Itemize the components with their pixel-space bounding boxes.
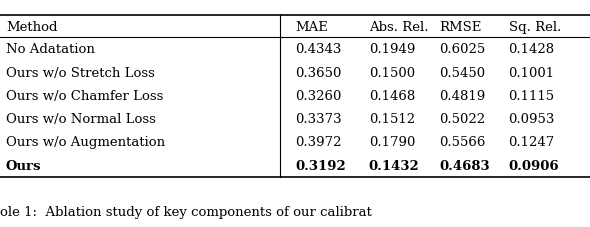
Text: ole 1:  Ablation study of key components of our calibrat: ole 1: Ablation study of key components … [0,205,372,218]
Text: 0.1468: 0.1468 [369,89,415,102]
Text: No Adatation: No Adatation [6,43,95,56]
Text: Ours w/o Stretch Loss: Ours w/o Stretch Loss [6,66,155,79]
Text: 0.3192: 0.3192 [295,159,346,172]
Text: 0.4683: 0.4683 [440,159,490,172]
Text: Abs. Rel.: Abs. Rel. [369,20,428,33]
Text: Sq. Rel.: Sq. Rel. [509,20,561,33]
Text: 0.5566: 0.5566 [440,136,486,149]
Text: 0.3972: 0.3972 [295,136,342,149]
Text: 0.1428: 0.1428 [509,43,555,56]
Text: 0.5022: 0.5022 [440,113,486,126]
Text: 0.1247: 0.1247 [509,136,555,149]
Text: MAE: MAE [295,20,328,33]
Text: Ours w/o Chamfer Loss: Ours w/o Chamfer Loss [6,89,163,102]
Text: Ours w/o Normal Loss: Ours w/o Normal Loss [6,113,156,126]
Text: 0.5450: 0.5450 [440,66,486,79]
Text: 0.3650: 0.3650 [295,66,342,79]
Text: 0.1949: 0.1949 [369,43,415,56]
Text: 0.3373: 0.3373 [295,113,342,126]
Text: Ours: Ours [6,159,41,172]
Text: 0.1790: 0.1790 [369,136,415,149]
Text: 0.0906: 0.0906 [509,159,559,172]
Text: 0.0953: 0.0953 [509,113,555,126]
Text: 0.1432: 0.1432 [369,159,419,172]
Text: Ours w/o Augmentation: Ours w/o Augmentation [6,136,165,149]
Text: 0.4343: 0.4343 [295,43,342,56]
Text: 0.6025: 0.6025 [440,43,486,56]
Text: 0.4819: 0.4819 [440,89,486,102]
Text: 0.1500: 0.1500 [369,66,415,79]
Text: 0.1001: 0.1001 [509,66,555,79]
Text: 0.1512: 0.1512 [369,113,415,126]
Text: Method: Method [6,20,57,33]
Text: RMSE: RMSE [440,20,482,33]
Text: 0.1115: 0.1115 [509,89,555,102]
Text: 0.3260: 0.3260 [295,89,342,102]
